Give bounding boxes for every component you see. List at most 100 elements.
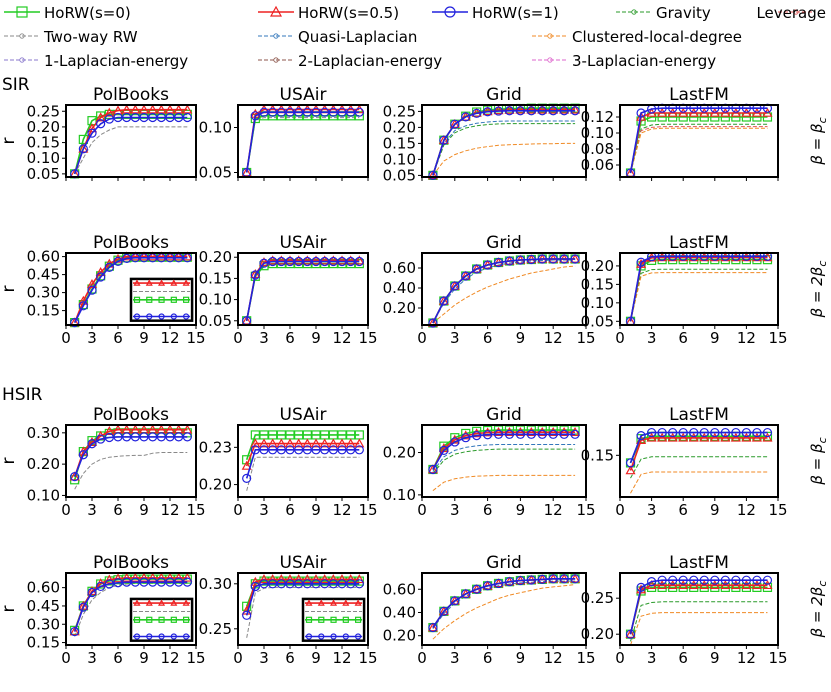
point-horw-s-0-5 bbox=[302, 438, 313, 448]
inset-point-horw-s-0-5 bbox=[354, 599, 362, 606]
point-horw-s-1 bbox=[625, 458, 636, 468]
legend-marker-two-way-rw bbox=[19, 33, 25, 39]
point-horw-s-0 bbox=[354, 111, 364, 121]
point-horw-s-0-5 bbox=[69, 471, 80, 481]
axes-frame bbox=[237, 424, 369, 498]
point-horw-s-0-5 bbox=[241, 167, 252, 177]
inset-point-horw-s-1 bbox=[133, 313, 141, 320]
point-horw-s-0-5 bbox=[328, 438, 339, 448]
point-horw-s-0-5 bbox=[548, 426, 559, 436]
point-horw-s-0-5 bbox=[336, 574, 348, 584]
x-tick-label: 6 bbox=[483, 501, 493, 519]
point-horw-s-0 bbox=[311, 576, 321, 586]
axes-frame bbox=[619, 252, 779, 326]
legend-item-horw-s-0-5: HoRW(s=0.5) bbox=[258, 4, 399, 22]
point-horw-s-0-5 bbox=[537, 104, 548, 114]
point-horw-s-0 bbox=[276, 576, 286, 586]
x-tick-label: 12 bbox=[737, 649, 756, 667]
panel-sir-1-polbooks: PolBooks 0.150.300.450.60 0 3 6 9 12 15 r bbox=[0, 233, 206, 347]
point-horw-s-1 bbox=[122, 432, 132, 442]
inset-point-horw-s-0 bbox=[183, 296, 190, 303]
point-horw-s-1 bbox=[96, 272, 106, 282]
point-horw-s-1 bbox=[148, 112, 158, 123]
panel-hsir-1-usair: USAir 0.25 0.30 0 3 6 9 12 15 bbox=[199, 553, 378, 667]
point-horw-s-1 bbox=[242, 610, 252, 620]
point-horw-s-0-5 bbox=[241, 315, 252, 325]
point-horw-s-0-5 bbox=[354, 438, 365, 448]
point-horw-s-1 bbox=[741, 427, 752, 438]
series-line-clustered-local-degree bbox=[432, 265, 576, 324]
point-horw-s-1 bbox=[276, 256, 286, 267]
point-horw-s-0-5 bbox=[460, 430, 471, 440]
inset-point-horw-s-0 bbox=[183, 616, 190, 623]
panel-hsir-0-polbooks: PolBooks 0.10 0.20 0.30 0 3 6 9 12 15 r bbox=[0, 405, 206, 519]
point-horw-s-1 bbox=[311, 107, 321, 117]
point-horw-s-1 bbox=[87, 439, 97, 449]
point-horw-s-0-5 bbox=[688, 580, 699, 590]
point-horw-s-0-5 bbox=[336, 438, 348, 448]
point-horw-s-0-5 bbox=[730, 107, 741, 117]
panel-grid: PolBooks0.050.100.150.200.25rUSAir0.050.… bbox=[0, 85, 788, 667]
point-horw-s-1 bbox=[320, 107, 330, 117]
point-horw-s-1 bbox=[328, 445, 338, 455]
point-horw-s-1 bbox=[461, 271, 471, 281]
axes-frame bbox=[619, 424, 779, 498]
point-horw-s-1 bbox=[104, 114, 114, 124]
series-line-quasi-laplacian bbox=[432, 444, 576, 472]
point-horw-s-0-5 bbox=[537, 426, 548, 436]
series-line-quasi-laplacian bbox=[432, 580, 576, 629]
series-line-horw-s-1 bbox=[245, 260, 360, 321]
panel-sir-0-grid: Grid 0.050.100.150.200.25 bbox=[383, 85, 587, 184]
point-horw-s-0-5 bbox=[449, 434, 460, 444]
point-horw-s-0-5 bbox=[548, 104, 559, 114]
point-horw-s-1 bbox=[678, 427, 688, 438]
point-horw-s-1 bbox=[689, 427, 699, 438]
series-line-quasi-laplacian bbox=[432, 120, 576, 176]
row-label: β = 2βc bbox=[808, 581, 829, 639]
point-horw-s-0-5 bbox=[138, 104, 150, 114]
series-line-horw-s-0 bbox=[629, 258, 768, 322]
point-horw-s-1 bbox=[148, 577, 158, 587]
series-line-horw-s-0-5 bbox=[245, 578, 360, 612]
point-horw-s-1 bbox=[346, 107, 356, 117]
y-tick-label: 0.25 bbox=[383, 102, 416, 120]
axes-frame bbox=[65, 572, 197, 646]
point-horw-s-1 bbox=[165, 577, 175, 587]
point-horw-s-0-5 bbox=[504, 104, 515, 114]
point-horw-s-1 bbox=[294, 579, 304, 589]
y-axis-label: r bbox=[0, 138, 19, 145]
point-horw-s-1 bbox=[636, 431, 646, 441]
point-horw-s-0-5 bbox=[69, 626, 80, 636]
y-tick-label: 0.05 bbox=[199, 312, 232, 330]
series-line-horw-s-0-5 bbox=[629, 584, 768, 635]
point-horw-s-0-5 bbox=[302, 255, 313, 265]
inset-point-horw-s-0 bbox=[146, 296, 153, 303]
x-tick-label: 15 bbox=[186, 501, 205, 519]
point-horw-s-1 bbox=[87, 128, 97, 138]
point-horw-s-1 bbox=[439, 606, 449, 616]
point-horw-s-1 bbox=[346, 445, 356, 455]
axes-frame bbox=[421, 104, 587, 178]
x-tick-label: 15 bbox=[186, 649, 205, 667]
point-horw-s-0-5 bbox=[258, 257, 270, 267]
inset-point-horw-s-0 bbox=[146, 616, 153, 623]
y-tick-label: 0.10 bbox=[199, 119, 232, 137]
point-horw-s-0-5 bbox=[276, 574, 287, 584]
point-horw-s-0-5 bbox=[526, 104, 537, 114]
series-line-horw-s-0 bbox=[432, 107, 576, 176]
series-line-gravity bbox=[630, 601, 768, 642]
series-line-two-way-rw bbox=[246, 264, 360, 321]
point-horw-s-0-5 bbox=[121, 104, 132, 114]
point-horw-s-0-5 bbox=[284, 255, 296, 265]
point-horw-s-0-5 bbox=[741, 580, 752, 590]
x-tick-label: 0 bbox=[61, 649, 71, 667]
point-horw-s-0 bbox=[337, 576, 347, 586]
panel-title: Grid bbox=[486, 405, 522, 425]
point-horw-s-0-5 bbox=[250, 438, 261, 448]
point-horw-s-1 bbox=[78, 450, 88, 460]
point-horw-s-0-5 bbox=[720, 107, 731, 117]
point-horw-s-1 bbox=[302, 445, 312, 455]
panel-title: Grid bbox=[486, 85, 522, 105]
point-horw-s-0-5 bbox=[515, 426, 526, 436]
point-horw-s-1 bbox=[537, 574, 547, 584]
